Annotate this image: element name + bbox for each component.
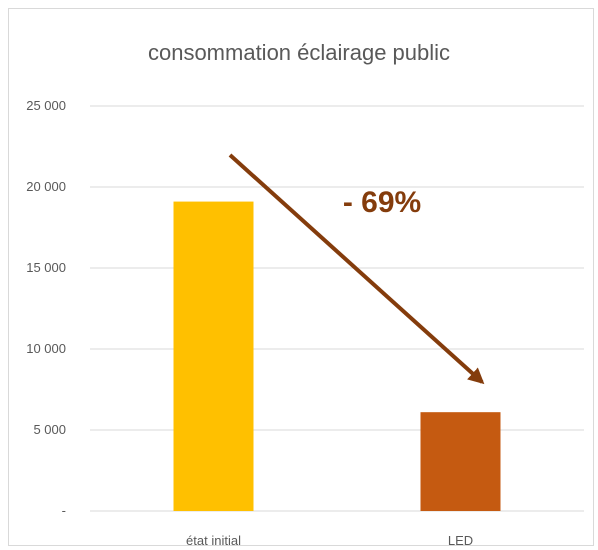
bars <box>173 201 501 511</box>
y-tick-label: 20 000 <box>26 179 66 194</box>
y-tick-label: 25 000 <box>26 98 66 113</box>
x-category-label: état initial <box>186 533 241 548</box>
y-axis-ticks: - 5 000 10 000 15 000 20 000 25 000 <box>26 98 66 518</box>
y-tick-label: - <box>62 503 66 518</box>
y-tick-label: 15 000 <box>26 260 66 275</box>
bar-etat-initial <box>173 201 254 511</box>
decrease-arrow <box>228 153 485 385</box>
gridlines <box>90 105 584 512</box>
y-tick-label: 5 000 <box>33 422 66 437</box>
y-tick-label: 10 000 <box>26 341 66 356</box>
bar-led <box>420 412 501 511</box>
x-axis-labels: état initial LED <box>186 533 473 548</box>
x-category-label: LED <box>448 533 473 548</box>
chart-title: consommation éclairage public <box>147 40 451 65</box>
decrease-annotation: - 69% <box>343 186 421 219</box>
